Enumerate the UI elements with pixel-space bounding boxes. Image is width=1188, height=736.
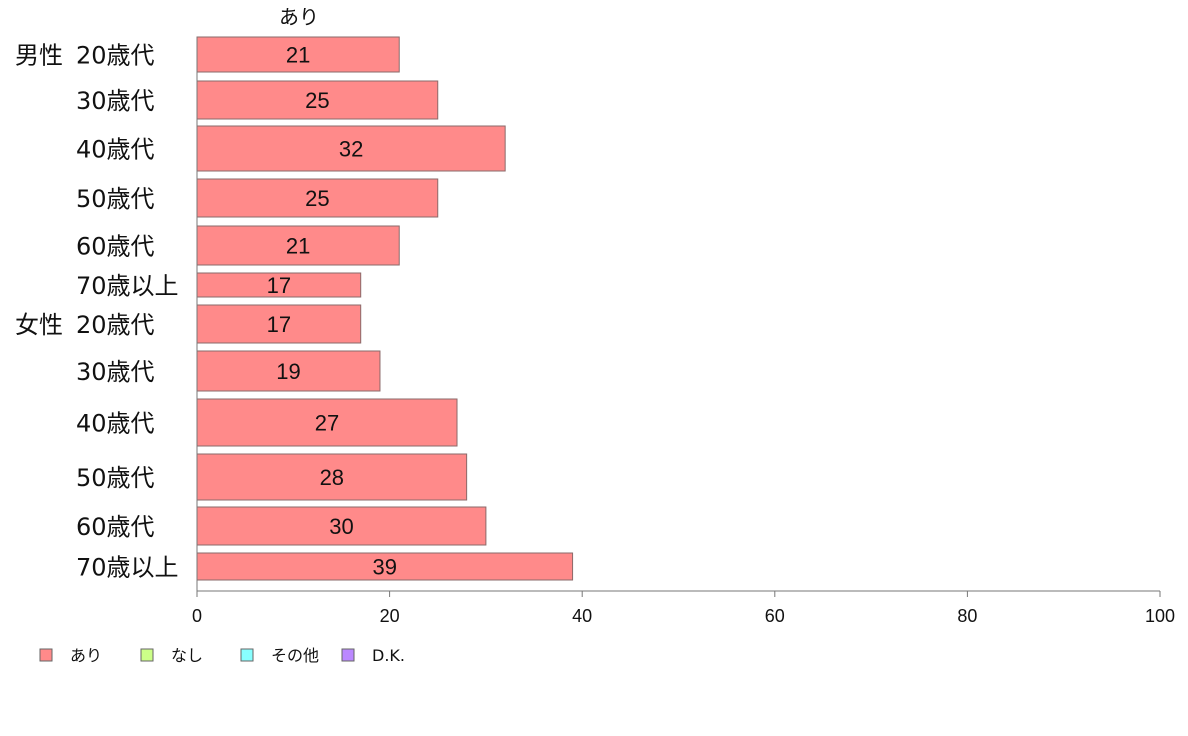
category-label: 30歳代: [76, 358, 155, 386]
category-label: 70歳以上: [76, 554, 179, 582]
bar-男性-30歳代: [196, 80, 439, 120]
x-tick-label: 20: [380, 606, 400, 626]
legend-swatch: [39, 648, 53, 662]
bar-value-label: 32: [339, 137, 363, 162]
bar-value-label: 28: [320, 465, 344, 490]
category-label: 30歳代: [76, 87, 155, 115]
legend-swatch: [140, 648, 154, 662]
bar-value-label: 17: [267, 273, 291, 298]
bar-value-label: 19: [276, 359, 300, 384]
legend-label: その他: [271, 646, 319, 665]
category-label: 60歳代: [76, 233, 155, 261]
category-label: 50歳代: [76, 464, 155, 492]
x-tick-label: 0: [192, 606, 202, 626]
category-label: 20歳代: [76, 311, 155, 339]
bar-女性-60歳代: [196, 506, 487, 546]
bars-layer: 2120歳代男性2530歳代3240歳代2550歳代2160歳代1770歳以上1…: [15, 36, 574, 582]
bar-value-label: 17: [267, 312, 291, 337]
bar-女性-20歳代: [196, 304, 362, 344]
bar-value-label: 21: [286, 43, 310, 68]
legend-label: なし: [171, 646, 203, 665]
bar-男性-50歳代: [196, 178, 439, 218]
bar-男性-20歳代: [196, 36, 400, 73]
category-label: 60歳代: [76, 513, 155, 541]
legend-swatch: [341, 648, 355, 662]
bar-value-label: 39: [373, 555, 397, 580]
bar-value-label: 25: [305, 88, 329, 113]
bar-value-label: 27: [315, 411, 339, 436]
category-label: 70歳以上: [76, 272, 179, 300]
x-tick-label: 100: [1145, 606, 1175, 626]
category-label: 40歳代: [76, 136, 155, 164]
legend-label: D.K.: [372, 646, 405, 665]
bar-男性-40歳代: [196, 125, 506, 172]
bar-value-label: 30: [329, 514, 353, 539]
category-label: 20歳代: [76, 42, 155, 70]
bar-女性-50歳代: [196, 453, 468, 501]
legend-label: あり: [70, 646, 102, 665]
x-tick-label: 80: [957, 606, 977, 626]
legend-swatch: [240, 648, 254, 662]
group-label: 女性: [15, 311, 63, 339]
group-label: 男性: [15, 42, 63, 70]
x-axis: 0 20 40 60 80 100: [192, 37, 1175, 626]
category-label: 50歳代: [76, 185, 155, 213]
legend: あり なし その他 D.K.: [39, 646, 405, 665]
x-tick-label: 40: [572, 606, 592, 626]
bar-男性-60歳代: [196, 225, 400, 266]
bar-value-label: 25: [305, 186, 329, 211]
bar-value-label: 21: [286, 234, 310, 259]
category-label: 40歳代: [76, 410, 155, 438]
series-title: あり: [279, 5, 319, 29]
x-tick-label: 60: [765, 606, 785, 626]
bar-女性-70歳以上: [196, 552, 574, 581]
